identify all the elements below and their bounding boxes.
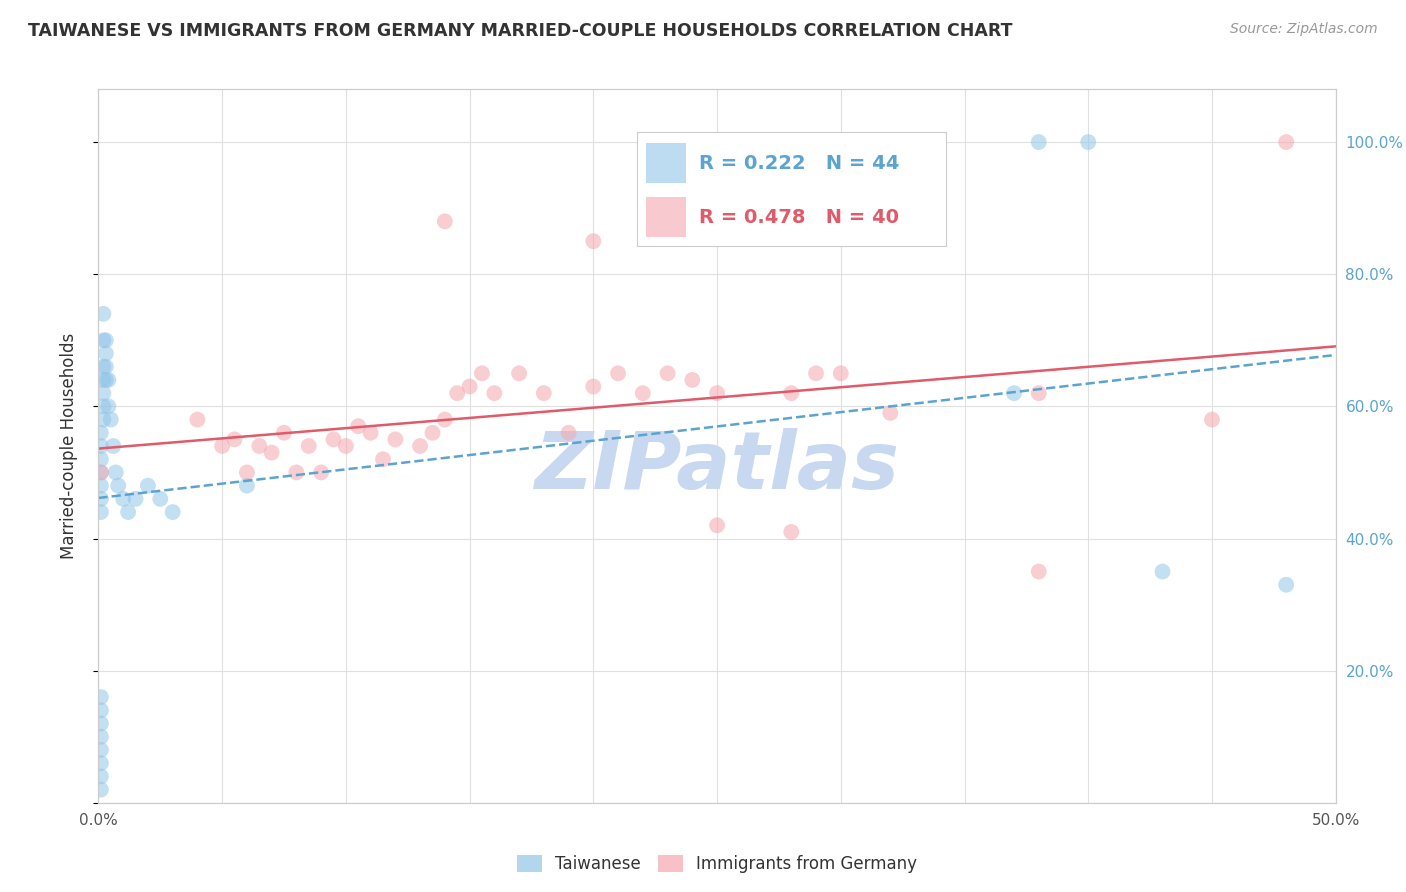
Text: ZIPatlas: ZIPatlas <box>534 428 900 507</box>
Point <box>371 452 394 467</box>
Point <box>706 518 728 533</box>
Point <box>298 439 321 453</box>
Legend: Taiwanese, Immigrants from Germany: Taiwanese, Immigrants from Germany <box>510 848 924 880</box>
Point <box>90 425 112 440</box>
Point <box>433 214 456 228</box>
Point <box>162 505 184 519</box>
Point <box>124 491 146 506</box>
Point <box>94 359 117 374</box>
Point <box>582 234 605 248</box>
Point <box>90 716 112 731</box>
Point <box>322 433 344 447</box>
Point <box>100 412 122 426</box>
Point <box>285 466 308 480</box>
Point <box>1275 135 1298 149</box>
Point <box>107 478 129 492</box>
Point <box>1152 565 1174 579</box>
Point <box>90 782 112 797</box>
Point <box>236 478 259 492</box>
Point <box>93 307 115 321</box>
Text: R = 0.478   N = 40: R = 0.478 N = 40 <box>699 208 898 227</box>
Point <box>94 373 117 387</box>
Y-axis label: Married-couple Households: Married-couple Households <box>59 333 77 559</box>
Point <box>830 367 852 381</box>
Point <box>93 333 115 347</box>
Point <box>1002 386 1025 401</box>
Point <box>681 373 703 387</box>
Point <box>90 730 112 744</box>
Point <box>90 491 112 506</box>
Point <box>1028 386 1050 401</box>
Point <box>224 433 246 447</box>
Point <box>97 373 120 387</box>
Point <box>780 524 803 539</box>
Point <box>607 367 630 381</box>
Point <box>93 359 115 374</box>
Point <box>471 367 494 381</box>
Point <box>186 412 208 426</box>
Point <box>136 478 159 492</box>
Point <box>780 386 803 401</box>
Point <box>104 466 127 480</box>
Point <box>97 400 120 414</box>
Bar <box>645 144 686 184</box>
Point <box>90 466 112 480</box>
Point <box>90 703 112 717</box>
Point <box>582 379 605 393</box>
Point <box>1028 565 1050 579</box>
Point <box>335 439 357 453</box>
Point <box>409 439 432 453</box>
Point <box>1028 135 1050 149</box>
Point <box>631 386 654 401</box>
Point <box>90 466 112 480</box>
Text: Source: ZipAtlas.com: Source: ZipAtlas.com <box>1230 22 1378 37</box>
Point <box>117 505 139 519</box>
Point <box>93 386 115 401</box>
Point <box>90 452 112 467</box>
Bar <box>645 197 686 237</box>
Point <box>508 367 530 381</box>
Point <box>347 419 370 434</box>
Point <box>90 743 112 757</box>
Point <box>90 756 112 771</box>
Point <box>433 412 456 426</box>
Point <box>1201 412 1223 426</box>
Point <box>103 439 125 453</box>
Point <box>360 425 382 440</box>
Point <box>1077 135 1099 149</box>
Point <box>90 439 112 453</box>
Point <box>247 439 270 453</box>
Point <box>458 379 481 393</box>
Point <box>90 769 112 783</box>
Point <box>90 505 112 519</box>
Point <box>260 445 283 459</box>
Point <box>804 367 827 381</box>
Point <box>236 466 259 480</box>
Point <box>112 491 135 506</box>
Point <box>657 367 679 381</box>
Point <box>706 386 728 401</box>
Point <box>533 386 555 401</box>
Point <box>93 400 115 414</box>
Point <box>93 412 115 426</box>
Point <box>1275 578 1298 592</box>
Point <box>879 406 901 420</box>
Point <box>309 466 332 480</box>
Point <box>211 439 233 453</box>
Point <box>149 491 172 506</box>
Point <box>557 425 579 440</box>
Point <box>94 346 117 360</box>
Point <box>90 690 112 704</box>
Point <box>90 478 112 492</box>
Point <box>94 333 117 347</box>
Point <box>446 386 468 401</box>
Point <box>273 425 295 440</box>
Point <box>93 373 115 387</box>
Point <box>384 433 406 447</box>
Text: TAIWANESE VS IMMIGRANTS FROM GERMANY MARRIED-COUPLE HOUSEHOLDS CORRELATION CHART: TAIWANESE VS IMMIGRANTS FROM GERMANY MAR… <box>28 22 1012 40</box>
Point <box>484 386 506 401</box>
Text: R = 0.222   N = 44: R = 0.222 N = 44 <box>699 154 898 173</box>
Point <box>422 425 444 440</box>
